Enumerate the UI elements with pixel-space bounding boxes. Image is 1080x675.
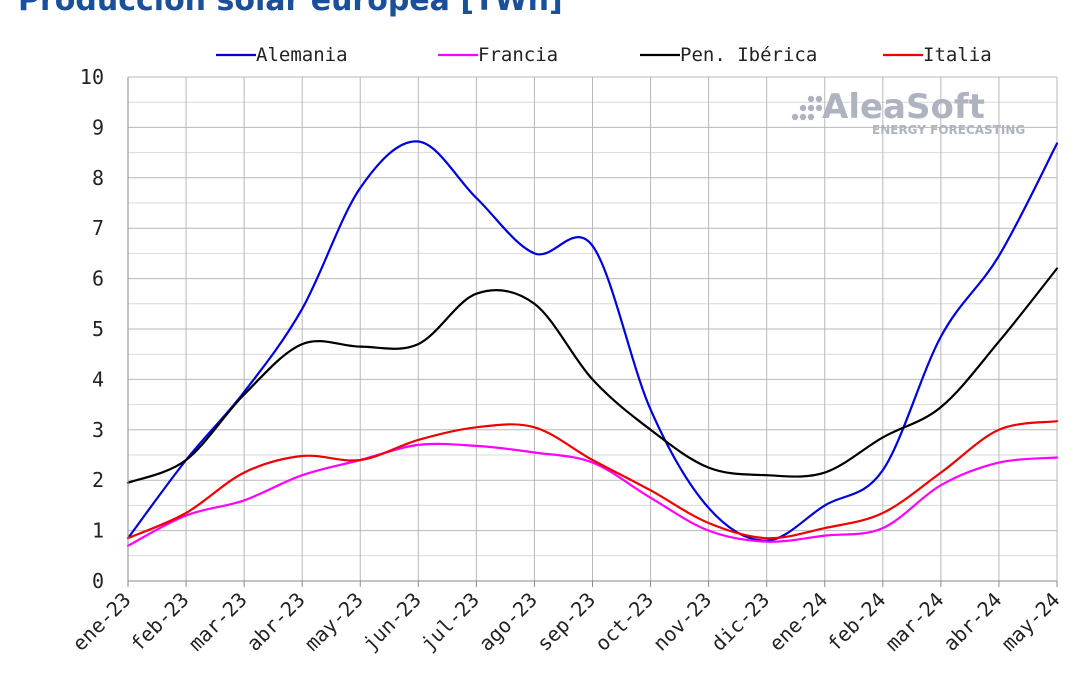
x-tick-label: mar-24: [880, 588, 948, 656]
legend: Alemania Francia Pen. Ibérica Italia: [216, 44, 992, 66]
watermark-logo: AleaSoft ENERGY FORECASTING: [791, 87, 1025, 137]
watermark-dot: [807, 95, 815, 103]
watermark-name: AleaSoft: [822, 87, 985, 127]
watermark-tagline: ENERGY FORECASTING: [872, 123, 1025, 137]
y-tick-label: 0: [92, 569, 104, 593]
x-tick-label: jun-23: [358, 588, 426, 656]
legend-label-alemania: Alemania: [256, 44, 348, 66]
watermark-dot: [807, 113, 815, 121]
watermark-dot: [815, 95, 823, 103]
series-line-alemania: [126, 140, 1059, 542]
series-line-francia: [126, 442, 1059, 547]
series-line-pen-iberica: [126, 267, 1059, 484]
watermark-dot: [799, 113, 807, 121]
chart-title: Producción solar europea [TWh]: [18, 0, 563, 18]
series-lines: [126, 140, 1059, 547]
x-tick-label: feb-24: [822, 588, 890, 656]
y-tick-label: 5: [92, 317, 104, 341]
x-tick-label: may-23: [300, 588, 368, 656]
y-tick-label: 2: [92, 468, 104, 492]
y-tick-label: 6: [92, 267, 104, 291]
x-tick-label: abr-23: [242, 588, 310, 656]
watermark-dot: [799, 104, 807, 112]
x-tick-label: ene-23: [67, 588, 135, 656]
legend-label-pen-iberica: Pen. Ibérica: [680, 44, 817, 66]
grid: [128, 76, 1058, 581]
y-tick-label: 7: [92, 216, 104, 240]
legend-label-francia: Francia: [478, 44, 558, 66]
watermark-dot: [791, 113, 799, 121]
x-tick-label: mar-23: [184, 588, 252, 656]
x-tick-label: abr-24: [938, 588, 1006, 656]
watermark-dot: [807, 104, 815, 112]
y-tick-label: 10: [80, 65, 104, 89]
x-tick-label: oct-23: [590, 588, 658, 656]
axes: 012345678910ene-23feb-23mar-23abr-23may-…: [67, 65, 1064, 656]
x-tick-label: ene-24: [764, 588, 832, 656]
y-tick-label: 1: [92, 519, 104, 543]
y-tick-label: 9: [92, 115, 104, 139]
watermark-dot: [815, 104, 823, 112]
y-tick-label: 3: [92, 418, 104, 442]
legend-label-italia: Italia: [923, 44, 992, 66]
x-tick-label: feb-23: [126, 588, 194, 656]
x-tick-label: jul-23: [416, 588, 484, 656]
y-tick-label: 8: [92, 166, 104, 190]
y-tick-label: 4: [92, 367, 104, 391]
x-tick-label: may-24: [996, 588, 1064, 656]
x-tick-label: ago-23: [474, 588, 542, 656]
series-line-italia: [126, 420, 1059, 540]
x-tick-label: nov-23: [648, 588, 716, 656]
x-tick-label: dic-23: [706, 588, 774, 656]
x-tick-label: sep-23: [532, 588, 600, 656]
